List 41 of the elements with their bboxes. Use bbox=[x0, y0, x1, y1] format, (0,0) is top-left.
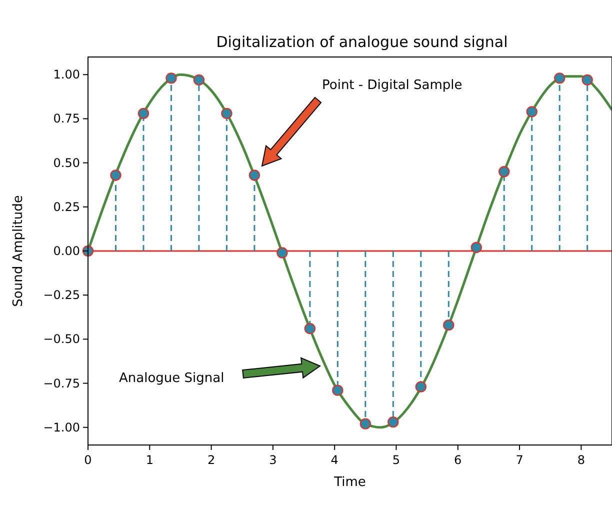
point bbox=[388, 416, 399, 428]
point bbox=[221, 108, 232, 120]
y-tick-label: 0.00 bbox=[53, 244, 80, 258]
y-tick-label: 0.75 bbox=[53, 112, 80, 126]
x-axis-title: Time bbox=[333, 475, 366, 490]
point bbox=[360, 418, 372, 430]
y-axis-title: Sound Amplitude bbox=[11, 195, 26, 307]
point bbox=[470, 242, 482, 254]
point bbox=[276, 247, 288, 258]
annotation: Analogue Signal bbox=[119, 371, 224, 386]
x-tick-label: 2 bbox=[207, 453, 216, 467]
x-tick-label: 3 bbox=[269, 453, 277, 467]
x-tick-label: 6 bbox=[454, 453, 462, 467]
point bbox=[415, 381, 426, 392]
point bbox=[554, 72, 566, 84]
y-tick-label: 0.25 bbox=[53, 200, 80, 214]
y-tick-label: 0.50 bbox=[53, 156, 80, 170]
point bbox=[498, 166, 510, 178]
x-tick-label: 4 bbox=[330, 453, 338, 467]
point bbox=[332, 384, 344, 396]
y-tick-label: −0.50 bbox=[43, 332, 80, 346]
point bbox=[166, 72, 177, 84]
x-tick-label: 0 bbox=[84, 453, 92, 467]
y-tick-label: −0.25 bbox=[43, 288, 80, 302]
point bbox=[193, 74, 205, 86]
point bbox=[582, 74, 593, 86]
point bbox=[248, 170, 260, 181]
chart-title: Digitalization of analogue sound signal bbox=[216, 33, 508, 51]
x-tick-label: 1 bbox=[146, 453, 154, 467]
point bbox=[443, 319, 454, 331]
point bbox=[110, 170, 122, 181]
annotation: Point - Digital Sample bbox=[322, 78, 462, 93]
y-tick-label: −1.00 bbox=[43, 420, 80, 434]
y-tick-label: −0.75 bbox=[43, 376, 80, 390]
x-tick-label: 8 bbox=[577, 453, 585, 467]
y-tick-label: 1.00 bbox=[53, 68, 80, 82]
point bbox=[138, 108, 150, 120]
point bbox=[526, 106, 538, 118]
x-tick-label: 7 bbox=[516, 453, 524, 467]
point bbox=[304, 323, 316, 334]
x-tick-label: 5 bbox=[392, 453, 400, 467]
